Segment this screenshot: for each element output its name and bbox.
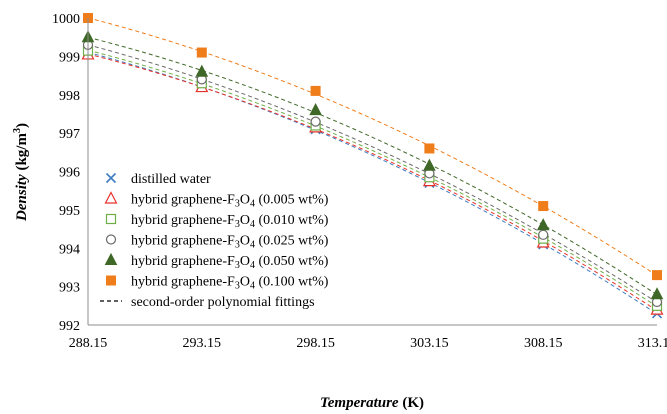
legend-marker-c005 xyxy=(104,191,118,204)
data-point-c050 xyxy=(536,218,550,231)
data-point-c050 xyxy=(650,287,664,300)
data-point-c025 xyxy=(310,116,321,127)
x-tick-label: 308.15 xyxy=(524,336,563,351)
legend-marker-water xyxy=(105,172,117,184)
legend: distilled water hybrid graphene-F3O4 (0.0… xyxy=(100,172,329,310)
data-markers xyxy=(81,13,664,319)
y-tick-label: 993 xyxy=(59,281,80,296)
data-point-c050 xyxy=(195,64,209,77)
y-tick-label: 994 xyxy=(59,242,80,257)
y-tick-label: 998 xyxy=(59,89,80,104)
x-tick-label: 293.15 xyxy=(183,336,222,351)
x-tick-label: 298.15 xyxy=(296,336,335,351)
legend-marker-c025 xyxy=(105,234,117,245)
x-tick-label: 313.15 xyxy=(638,336,667,351)
data-point-c025 xyxy=(538,229,549,240)
fit-curve-c100 xyxy=(87,17,658,276)
y-axis-label: Density (kg/m3) xyxy=(12,123,30,222)
y-tick-labels: 992 993 994 995 996 997 998 999 1000 xyxy=(52,12,80,334)
data-point-c100 xyxy=(538,201,549,212)
y-tick-label: 995 xyxy=(59,204,80,219)
x-tick-label: 303.15 xyxy=(410,336,449,351)
y-tick-label: 992 xyxy=(59,319,80,334)
legend-label-c005: hybrid graphene-F3O4 (0.005 wt%) xyxy=(131,193,329,210)
legend-label-c010: hybrid graphene-F3O4 (0.010 wt%) xyxy=(131,213,329,230)
legend-label-c100: hybrid graphene-F3O4 (0.100 wt%) xyxy=(131,275,329,292)
data-point-c100 xyxy=(424,143,435,154)
y-tick-label: 997 xyxy=(59,127,80,142)
x-tick-label: 288.15 xyxy=(69,336,108,351)
data-point-c100 xyxy=(196,47,207,58)
legend-marker-c010 xyxy=(105,213,117,225)
legend-marker-c050 xyxy=(104,252,118,265)
fit-curve-c010 xyxy=(87,49,658,307)
legend-label-c025: hybrid graphene-F3O4 (0.025 wt%) xyxy=(131,234,329,251)
data-point-c050 xyxy=(309,103,322,116)
fit-curves xyxy=(87,17,658,315)
legend-label-c050: hybrid graphene-F3O4 (0.050 wt%) xyxy=(131,254,329,271)
y-tick-label: 996 xyxy=(59,166,80,181)
fit-curve-c005 xyxy=(87,53,658,312)
x-axis-label: Temperature (K) xyxy=(320,395,424,411)
y-tick-label: 1000 xyxy=(52,12,80,27)
fit-curve-c050 xyxy=(87,36,658,296)
fit-curve-c025 xyxy=(87,44,658,303)
y-tick-label: 999 xyxy=(59,50,80,65)
data-point-c100 xyxy=(310,85,321,96)
x-tick-labels: 288.15 293.15 298.15 303.15 308.15 313.15 xyxy=(69,336,667,351)
data-point-c050 xyxy=(423,158,436,171)
legend-label-water: distilled water xyxy=(131,172,211,187)
legend-label-fit: second-order polynomial fittings xyxy=(131,295,315,310)
data-point-c100 xyxy=(652,270,662,281)
legend-marker-c100 xyxy=(106,275,116,286)
